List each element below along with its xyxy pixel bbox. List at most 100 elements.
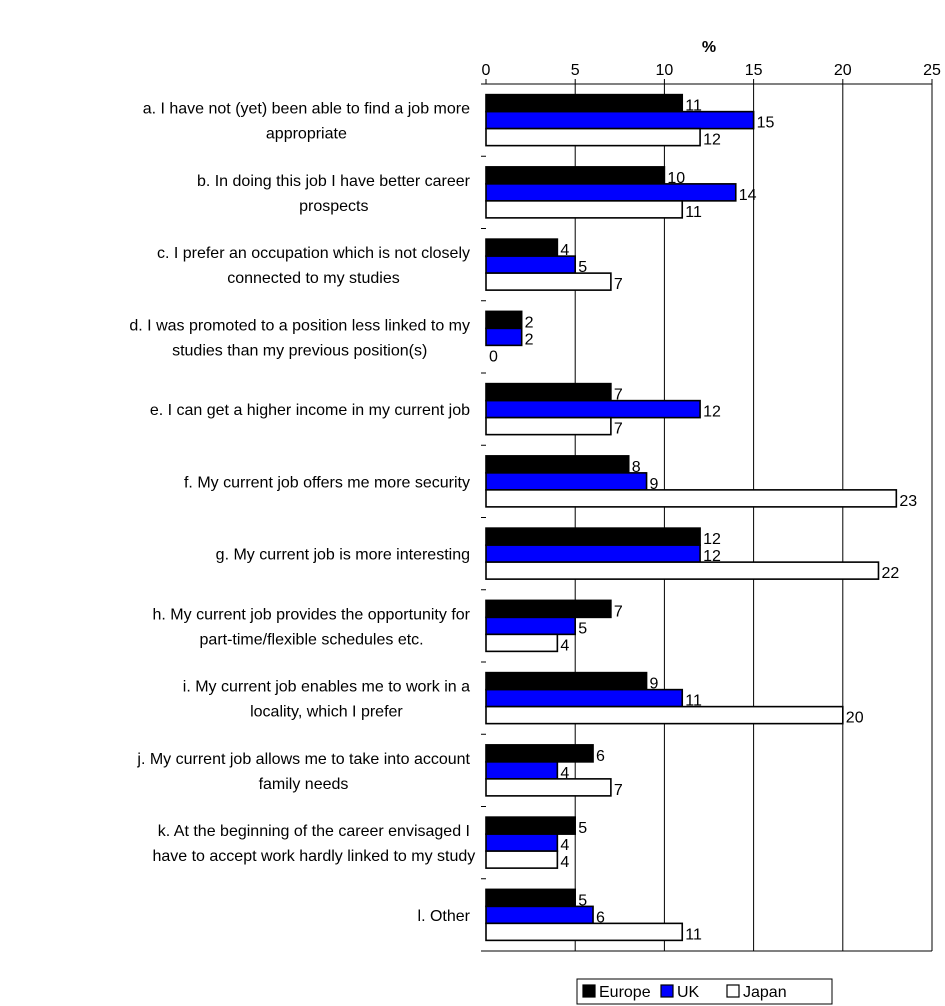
bar-uk [485,472,648,491]
bar-europe [485,599,612,619]
legend-swatch-japan [726,984,740,998]
data-label: 6 [596,748,605,765]
data-label: 12 [703,531,721,548]
bar-uk [485,327,523,347]
data-label: 4 [560,854,569,871]
bar-japan [485,416,612,436]
data-label: 4 [560,765,569,782]
legend-swatch-uk [660,984,674,998]
data-label: 9 [650,476,659,493]
x-tick-label: 0 [482,62,491,79]
bar-europe [485,238,559,257]
bar-europe [485,382,612,402]
bar-uk [485,833,559,852]
bar-uk [485,761,559,780]
data-label: 9 [650,676,659,693]
data-label: 12 [703,548,721,565]
category-label: h. My current job provides the opportuni… [153,606,471,623]
data-label: 4 [560,837,569,854]
bar-japan [485,200,684,219]
category-label: studies than my previous position(s) [172,342,427,359]
data-label: 15 [757,115,775,132]
category-label: locality, which I prefer [250,704,403,721]
data-label: 7 [614,421,623,438]
bar-japan [485,922,684,942]
data-label: 14 [739,187,757,204]
bar-uk [485,399,701,419]
bar-japan [485,633,559,653]
data-label: 10 [667,170,685,187]
bar-uk [485,905,594,925]
bar-uk [485,616,576,636]
bar-japan [485,705,844,725]
x-tick-label: 20 [834,62,852,79]
bar-uk [485,110,755,130]
bar-japan [485,272,612,291]
data-label: 6 [596,909,605,926]
data-label: 7 [614,603,623,620]
legend: Europe UK Japan [576,978,833,1005]
x-tick-label: 5 [571,62,580,79]
axis-title: % [702,39,716,56]
bar-europe [485,888,576,908]
x-tick-label: 10 [656,62,674,79]
data-label: 5 [578,820,587,837]
data-label: 7 [614,387,623,404]
bar-japan [485,561,880,580]
category-label: a. I have not (yet) been able to find a … [143,101,470,118]
data-label: 23 [899,493,917,510]
bar-japan [485,127,701,147]
bar-europe [485,744,594,763]
x-tick-label: 15 [745,62,763,79]
bar-europe [485,455,630,474]
data-label: 0 [489,348,498,365]
data-label: 20 [846,710,864,727]
category-label: f. My current job offers me more securit… [184,474,470,491]
category-label: d. I was promoted to a position less lin… [129,317,470,334]
bar-uk [485,544,701,563]
category-label: k. At the beginning of the career envisa… [158,823,470,840]
bar-japan [485,489,898,508]
legend-label-uk: UK [677,984,700,1001]
bar-europe [485,166,666,185]
data-label: 11 [685,98,702,115]
x-tick-label: 25 [923,62,941,79]
bar-europe [485,93,684,113]
legend-label-japan: Japan [743,984,787,1001]
category-label: j. My current job allows me to take into… [136,751,470,768]
category-label: b. In doing this job I have better caree… [197,173,471,190]
category-label: part-time/flexible schedules etc. [200,631,424,648]
legend-swatch-europe [582,984,596,998]
bar-europe [485,816,576,835]
bar-uk [485,183,737,202]
data-label: 2 [525,331,534,348]
data-label: 5 [578,892,587,909]
data-label: 4 [560,637,569,654]
legend-box [576,978,833,1005]
plot-area: %0 5 10 15 20 2511151210141145722071278923121… [481,39,941,952]
category-labels: a. I have not (yet) been able to find a … [129,101,475,925]
bar-uk [485,688,684,708]
bar-europe [485,527,701,546]
category-label: have to accept work hardly linked to my … [152,848,475,865]
data-label: 11 [685,926,702,943]
data-label: 2 [525,314,534,331]
category-label: prospects [299,198,368,215]
bar-europe [485,671,648,691]
category-label: g. My current job is more interesting [216,547,470,564]
bar-europe [485,310,523,330]
data-label: 8 [632,459,641,476]
legend-label-europe: Europe [599,984,651,1001]
category-label: c. I prefer an occupation which is not c… [157,245,470,262]
data-label: 12 [703,404,721,421]
bar-japan [485,778,612,797]
data-label: 5 [578,620,587,637]
category-label: l. Other [418,908,471,925]
data-label: 12 [703,132,721,149]
category-label: connected to my studies [227,270,400,287]
category-label: e. I can get a higher income in my curre… [150,402,470,419]
category-label: family needs [259,776,349,793]
data-label: 7 [614,782,623,799]
bar-japan [485,850,559,869]
